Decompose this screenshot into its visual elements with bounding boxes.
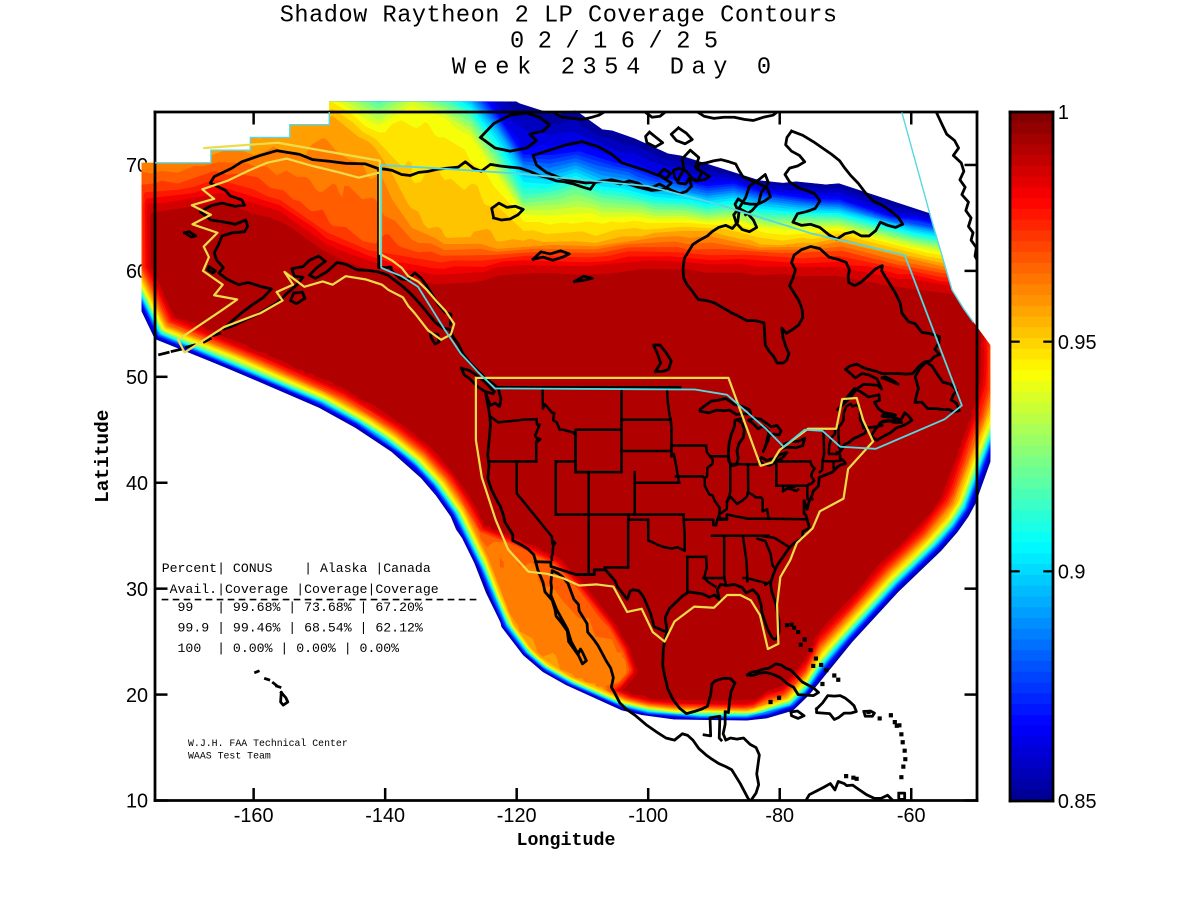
svg-text:y: y <box>412 2 426 29</box>
svg-text:Percent| CONUS | Alaska |Ca: Percent| CONUS | Alaska |Canada <box>162 561 431 576</box>
svg-text:30: 30 <box>126 579 148 601</box>
svg-text:99 | 99.68% | 73.68% | 67.20: 99 | 99.68% | 73.68% | 67.20% <box>162 600 423 615</box>
svg-text:a: a <box>397 2 411 29</box>
svg-text:/: / <box>649 29 663 56</box>
svg-text:L: L <box>544 2 558 29</box>
svg-text:100 | 0.00% | 0.00% | 0.00%: 100 | 0.00% | 0.00% | 0.00% <box>162 641 399 656</box>
svg-text:o: o <box>338 2 352 29</box>
svg-text:6: 6 <box>621 29 635 56</box>
svg-text:2: 2 <box>515 2 529 29</box>
svg-text:C: C <box>588 2 602 29</box>
svg-text:D: D <box>670 54 684 81</box>
svg-text:40: 40 <box>126 473 148 495</box>
svg-text:/: / <box>565 29 579 56</box>
svg-text:r: r <box>808 2 822 29</box>
svg-text:10: 10 <box>126 791 148 813</box>
svg-text:C: C <box>720 2 734 29</box>
svg-text:h: h <box>441 2 455 29</box>
svg-text:-120: -120 <box>497 805 537 827</box>
svg-text:t: t <box>427 2 441 29</box>
svg-text:W.J.H. FAA Technical Center: W.J.H. FAA Technical Center <box>188 738 348 749</box>
svg-text:a: a <box>661 2 675 29</box>
svg-text:20: 20 <box>126 685 148 707</box>
svg-text:Longitude: Longitude <box>516 830 615 851</box>
svg-text:-100: -100 <box>628 805 668 827</box>
svg-text:n: n <box>750 2 764 29</box>
svg-text:t: t <box>764 2 778 29</box>
svg-text:1: 1 <box>1058 102 1069 124</box>
svg-text:0.9: 0.9 <box>1058 562 1086 584</box>
svg-text:o: o <box>779 2 793 29</box>
svg-text:0: 0 <box>510 29 524 56</box>
svg-text:5: 5 <box>604 54 618 81</box>
svg-text:Avail.|Coverage |Coverage|Cove: Avail.|Coverage |Coverage|Coverage <box>162 582 439 597</box>
svg-text:u: u <box>794 2 808 29</box>
svg-text:0.95: 0.95 <box>1058 332 1097 354</box>
svg-text:3: 3 <box>582 54 596 81</box>
svg-text:R: R <box>383 2 397 29</box>
svg-text:S: S <box>280 2 294 29</box>
svg-text:1: 1 <box>593 29 607 56</box>
svg-text:a: a <box>309 2 323 29</box>
svg-text:e: e <box>632 2 646 29</box>
svg-text:e: e <box>495 54 509 81</box>
svg-text:k: k <box>517 54 531 81</box>
svg-text:2: 2 <box>538 29 552 56</box>
svg-text:4: 4 <box>626 54 640 81</box>
svg-text:5: 5 <box>704 29 718 56</box>
svg-text:-60: -60 <box>897 805 926 827</box>
svg-text:r: r <box>647 2 661 29</box>
svg-text:s: s <box>823 2 837 29</box>
svg-text:0.85: 0.85 <box>1058 791 1097 813</box>
svg-text:50: 50 <box>126 367 148 389</box>
svg-text:h: h <box>294 2 308 29</box>
svg-text:o: o <box>735 2 749 29</box>
svg-text:-80: -80 <box>765 805 794 827</box>
svg-text:y: y <box>713 54 727 81</box>
svg-text:n: n <box>485 2 499 29</box>
svg-text:-160: -160 <box>234 805 274 827</box>
svg-text:Latitude: Latitude <box>92 410 114 503</box>
svg-text:2: 2 <box>676 29 690 56</box>
svg-text:WAAS Test Team: WAAS Test Team <box>188 750 271 761</box>
svg-text:g: g <box>676 2 690 29</box>
svg-text:P: P <box>559 2 573 29</box>
svg-text:o: o <box>603 2 617 29</box>
svg-text:e: e <box>691 2 705 29</box>
svg-text:99.9 | 99.46% | 68.54% | 62.12: 99.9 | 99.46% | 68.54% | 62.12% <box>162 621 423 636</box>
svg-text:W: W <box>452 54 467 81</box>
svg-text:w: w <box>353 2 367 29</box>
svg-text:e: e <box>456 2 470 29</box>
svg-text:e: e <box>474 54 488 81</box>
svg-text:-140: -140 <box>365 805 405 827</box>
svg-text:v: v <box>617 2 631 29</box>
svg-text:d: d <box>324 2 338 29</box>
svg-text:o: o <box>471 2 485 29</box>
svg-text:0: 0 <box>757 54 771 81</box>
svg-text:a: a <box>692 54 706 81</box>
svg-text:2: 2 <box>561 54 575 81</box>
